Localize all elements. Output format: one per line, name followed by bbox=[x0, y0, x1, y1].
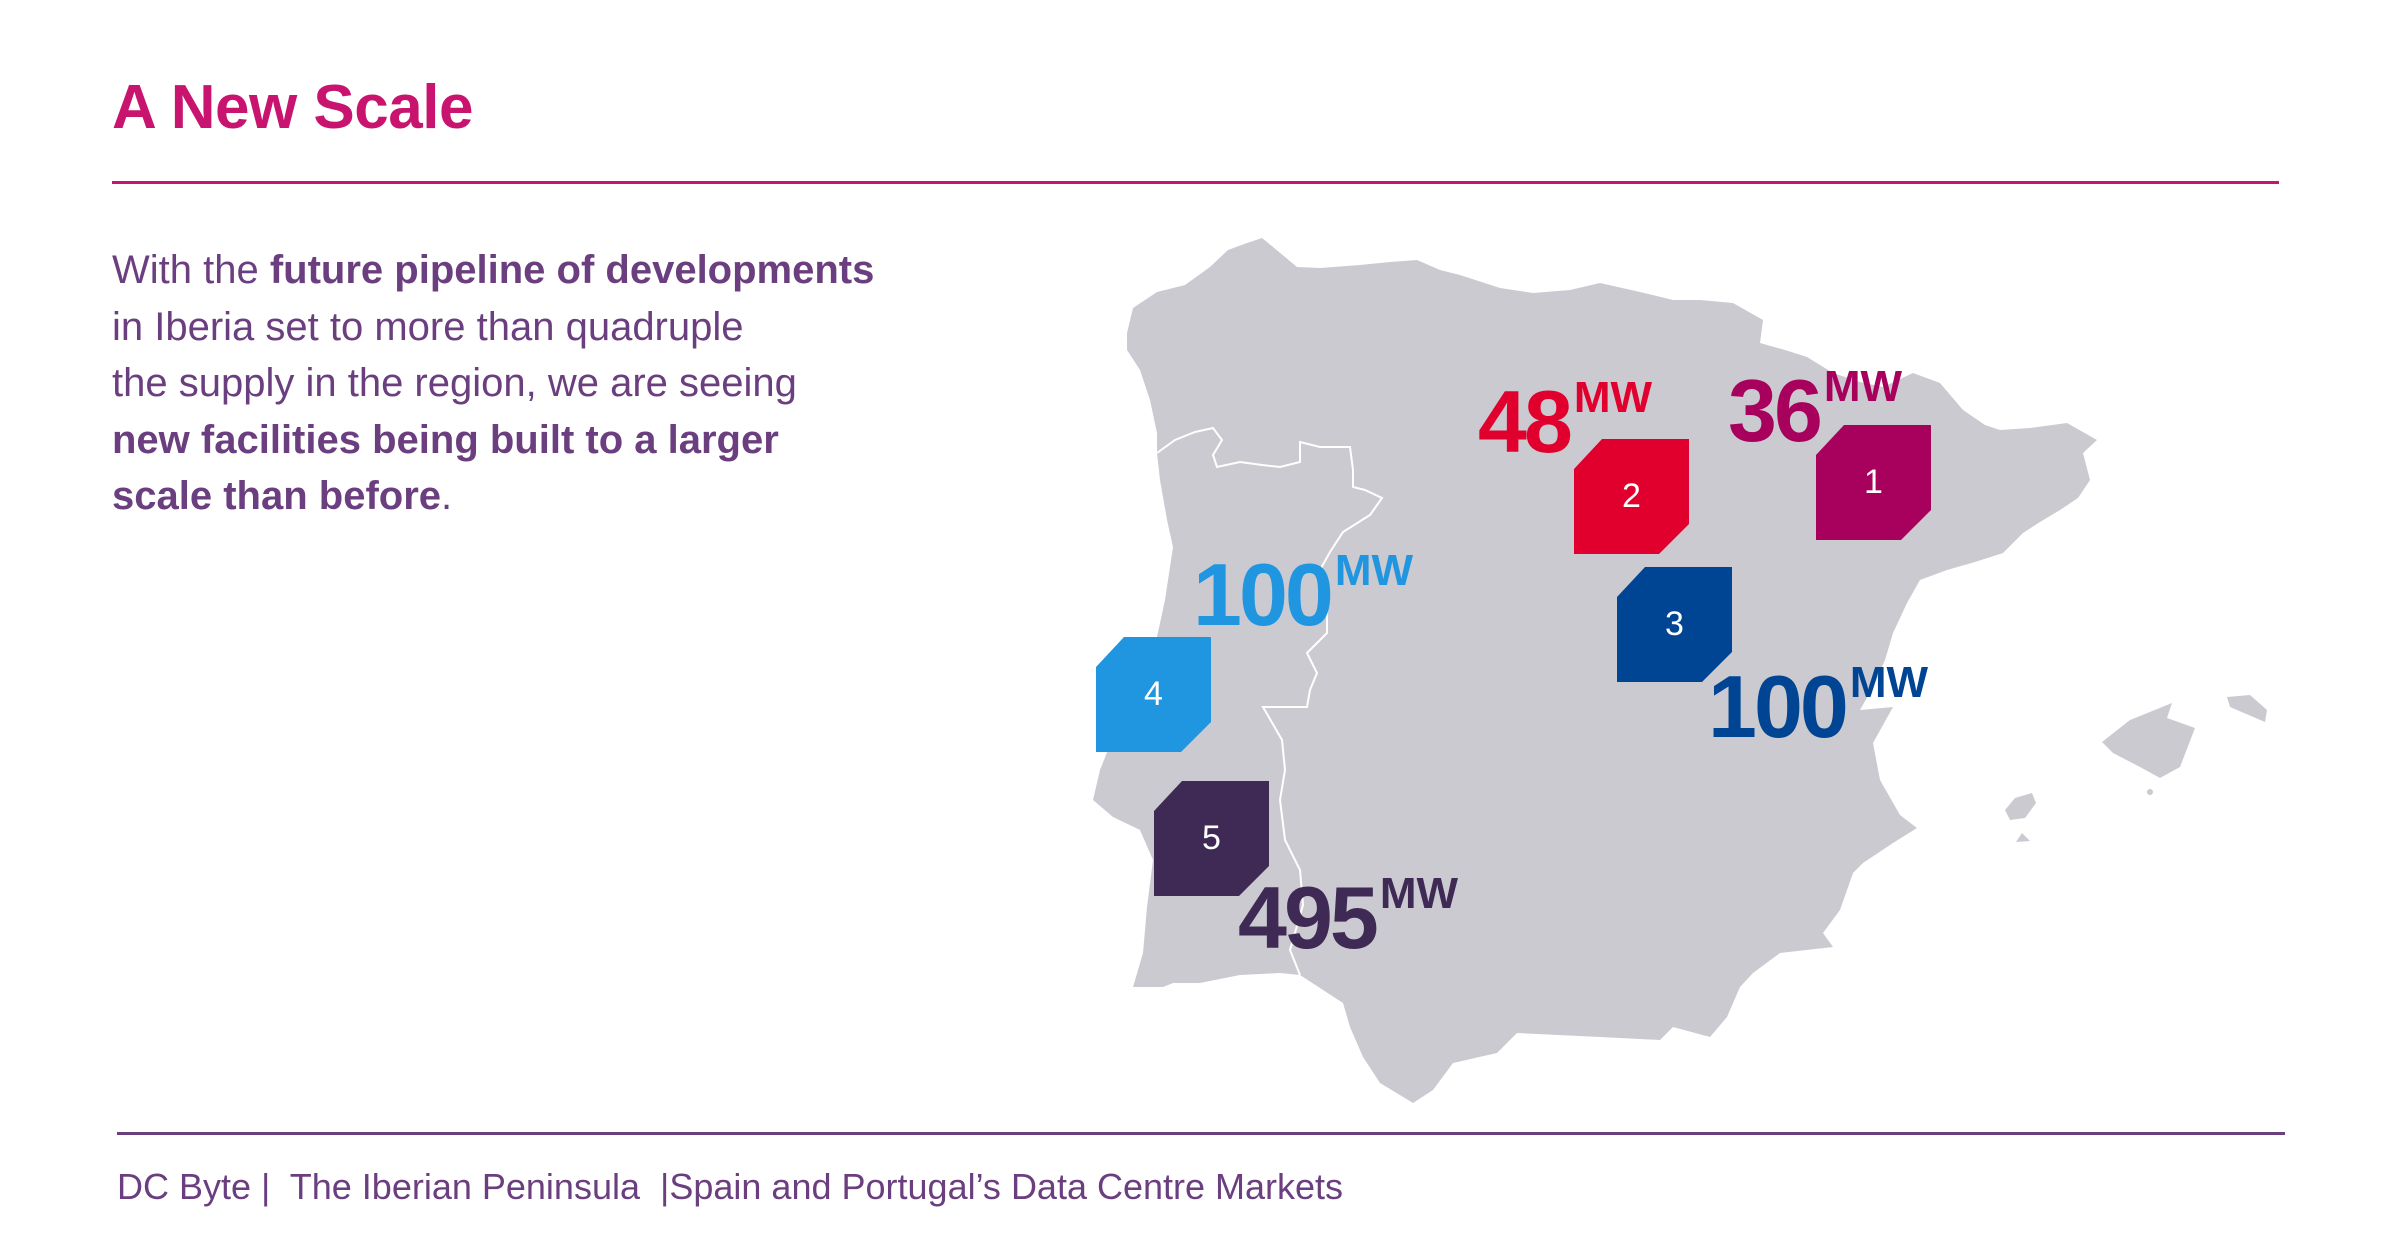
balearic-formentera bbox=[2016, 833, 2030, 842]
capacity-label-5: 495MW bbox=[1238, 872, 1458, 962]
marker-number: 4 bbox=[1144, 675, 1163, 713]
balearic-ibiza bbox=[2005, 793, 2036, 820]
capacity-label-3: 100MW bbox=[1708, 661, 1928, 751]
footer-separator-3: | bbox=[640, 1166, 670, 1207]
capacity-value: 36 bbox=[1728, 361, 1823, 460]
marker-number: 1 bbox=[1864, 463, 1883, 501]
map-marker-1[interactable]: 1 bbox=[1816, 425, 1931, 540]
intro-text-end: . bbox=[441, 474, 453, 518]
capacity-unit: MW bbox=[1849, 658, 1929, 707]
intro-paragraph: With the future pipeline of developments… bbox=[112, 242, 1012, 525]
capacity-value: 48 bbox=[1478, 372, 1573, 471]
balearic-mallorca bbox=[2102, 703, 2195, 778]
spain-portugal-border bbox=[1156, 426, 1384, 976]
capacity-unit: MW bbox=[1379, 869, 1459, 918]
capacity-value: 495 bbox=[1238, 868, 1379, 967]
map-marker-5[interactable]: 5 bbox=[1154, 781, 1269, 896]
footer-divider bbox=[117, 1132, 2285, 1135]
footer-separator: | bbox=[251, 1166, 281, 1207]
footer-report-title: The Iberian Peninsula bbox=[289, 1166, 640, 1207]
footer-separator-2 bbox=[280, 1166, 289, 1207]
intro-text-line2: in Iberia set to more than quadruple the … bbox=[112, 304, 797, 406]
balearic-menorca bbox=[2227, 695, 2267, 722]
intro-text: With the bbox=[112, 248, 270, 292]
title-divider bbox=[112, 181, 2279, 184]
capacity-unit: MW bbox=[1334, 546, 1414, 595]
map-marker-2[interactable]: 2 bbox=[1574, 439, 1689, 554]
capacity-unit: MW bbox=[1823, 362, 1903, 411]
intro-highlight-2: new facilities being built to a larger sc… bbox=[112, 417, 779, 519]
intro-highlight: future pipeline of developments bbox=[269, 248, 875, 292]
map-marker-4[interactable]: 4 bbox=[1096, 637, 1211, 752]
capacity-label-4: 100MW bbox=[1193, 549, 1413, 639]
map-marker-3[interactable]: 3 bbox=[1617, 567, 1732, 682]
capacity-label-2: 48MW bbox=[1478, 376, 1652, 466]
marker-number: 2 bbox=[1622, 477, 1641, 515]
capacity-value: 100 bbox=[1193, 545, 1334, 644]
footer: DC Byte | The Iberian Peninsula |Spain a… bbox=[117, 1166, 1343, 1208]
footer-brand: DC Byte bbox=[117, 1166, 252, 1207]
capacity-value: 100 bbox=[1708, 657, 1849, 756]
footer-subtitle: Spain and Portugal’s Data Centre Markets bbox=[669, 1166, 1344, 1207]
capacity-label-1: 36MW bbox=[1728, 365, 1902, 455]
page-title: A New Scale bbox=[112, 73, 473, 142]
marker-number: 3 bbox=[1665, 605, 1684, 643]
balearic-cabrera bbox=[2147, 789, 2153, 795]
iberian-peninsula-land bbox=[1093, 238, 2097, 1103]
marker-number: 5 bbox=[1202, 819, 1221, 857]
capacity-unit: MW bbox=[1573, 373, 1653, 422]
